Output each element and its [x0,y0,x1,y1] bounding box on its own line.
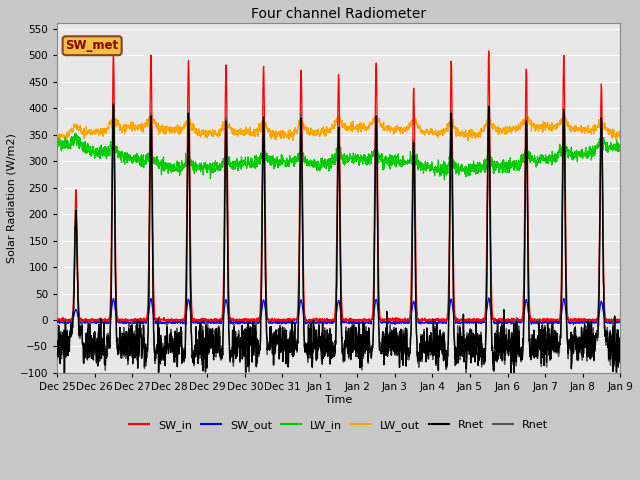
Text: SW_met: SW_met [65,39,118,52]
Legend: SW_in, SW_out, LW_in, LW_out, Rnet, Rnet: SW_in, SW_out, LW_in, LW_out, Rnet, Rnet [125,416,552,435]
Y-axis label: Solar Radiation (W/m2): Solar Radiation (W/m2) [7,133,17,263]
X-axis label: Time: Time [325,395,352,405]
Title: Four channel Radiometer: Four channel Radiometer [251,7,426,21]
